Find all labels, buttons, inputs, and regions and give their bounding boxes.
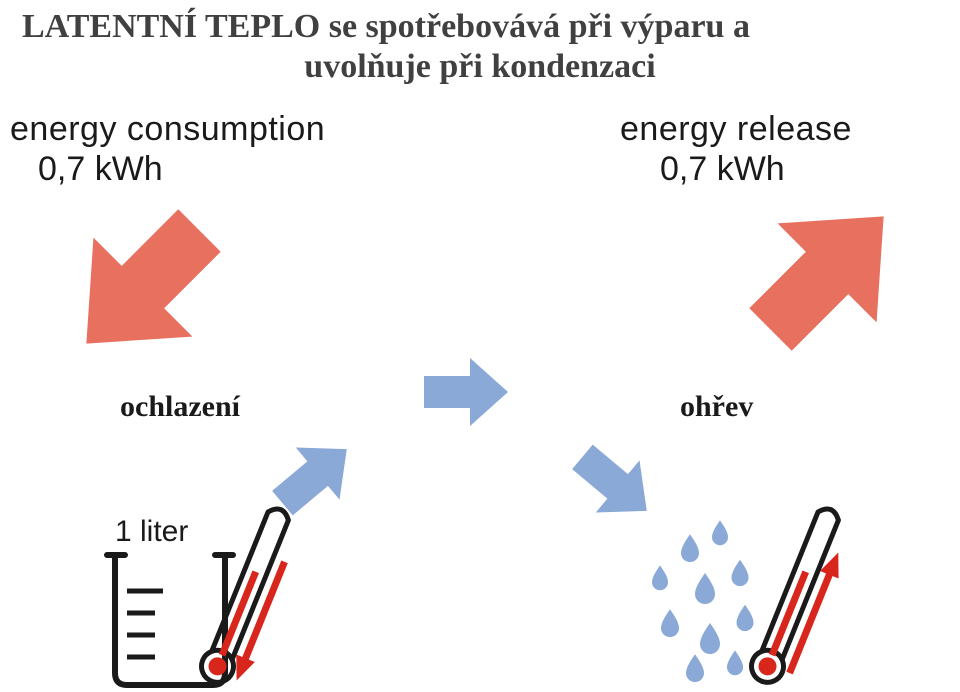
right-thermometer-icon	[747, 504, 862, 692]
diagram-svg	[0, 0, 960, 692]
center-blue-arrow-icon	[424, 358, 508, 426]
left-red-arrow-icon	[37, 181, 249, 393]
droplets-icon	[652, 520, 754, 682]
left-blue-arrow-icon	[261, 423, 369, 529]
right-red-arrow-icon	[721, 167, 933, 379]
left-thermometer-icon	[197, 504, 312, 692]
right-blue-arrow-icon	[561, 431, 669, 537]
